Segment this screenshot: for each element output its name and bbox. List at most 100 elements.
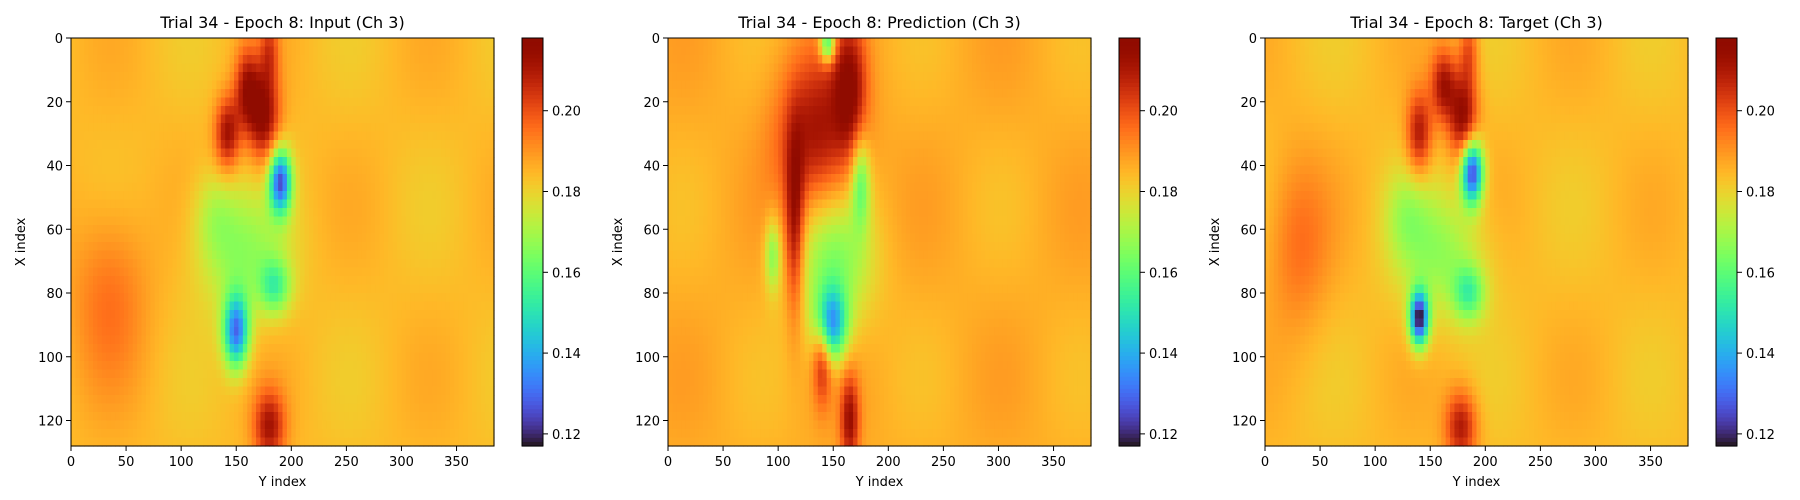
heatmap-cell [804, 46, 810, 56]
heatmap-cell [370, 267, 376, 277]
heatmap-cell [976, 38, 982, 48]
heatmap-cell [471, 46, 477, 56]
heatmap-cell [282, 344, 288, 354]
heatmap-cell [458, 259, 464, 269]
heatmap-cell [432, 429, 438, 439]
heatmap-cell [225, 97, 231, 107]
heatmap-cell [419, 352, 425, 362]
heatmap-cell [278, 55, 284, 65]
heatmap-cell [392, 182, 398, 192]
heatmap-cell [476, 123, 482, 133]
heatmap-cell [88, 361, 94, 371]
heatmap-cell [172, 208, 178, 218]
colorbar-segment [522, 99, 543, 104]
heatmap-cell [225, 310, 231, 320]
heatmap-cell [388, 216, 394, 226]
heatmap-cell [923, 46, 929, 56]
colorbar-segment [522, 119, 543, 125]
heatmap-cell [720, 38, 726, 48]
heatmap-cell [348, 140, 354, 150]
heatmap-cell [110, 46, 116, 56]
heatmap-cell [220, 335, 226, 345]
heatmap-cell [304, 63, 310, 73]
heatmap-cell [436, 276, 442, 286]
heatmap-cell [198, 284, 204, 294]
heatmap-cell [471, 318, 477, 328]
heatmap-cell [264, 216, 270, 226]
colorbar-segment [522, 54, 543, 59]
heatmap-cell [234, 437, 240, 447]
heatmap-cell [445, 97, 451, 107]
heatmap-cell [172, 259, 178, 269]
heatmap-cell [397, 318, 403, 328]
heatmap-cell [225, 38, 231, 48]
heatmap-cell [75, 378, 81, 388]
heatmap-cell [414, 55, 420, 65]
heatmap-cell [93, 429, 99, 439]
heatmap-cell [441, 63, 447, 73]
heatmap-cell [454, 182, 460, 192]
heatmap-cell [278, 344, 284, 354]
heatmap-cell [375, 386, 381, 396]
heatmap-cell [353, 420, 359, 430]
heatmap-cell [335, 38, 341, 48]
heatmap-cell [489, 199, 495, 209]
heatmap-cell [141, 259, 147, 269]
heatmap-cell [458, 267, 464, 277]
heatmap-cell [449, 327, 455, 337]
heatmap-cell [79, 284, 85, 294]
heatmap-cell [379, 352, 385, 362]
heatmap-cell [75, 208, 81, 218]
heatmap-cell [251, 191, 257, 201]
heatmap-cell [264, 276, 270, 286]
heatmap-cell [489, 72, 495, 82]
heatmap-cell [401, 301, 407, 311]
heatmap-cell [137, 369, 143, 379]
heatmap-cell [145, 106, 151, 116]
heatmap-cell [485, 276, 491, 286]
heatmap-cell [97, 378, 103, 388]
heatmap-cell [401, 318, 407, 328]
heatmap-cell [264, 89, 270, 99]
heatmap-cell [216, 63, 222, 73]
heatmap-cell [110, 114, 116, 124]
heatmap-cell [256, 412, 262, 422]
heatmap-cell [291, 301, 297, 311]
heatmap-cell [189, 157, 195, 167]
heatmap-cell [264, 369, 270, 379]
heatmap-cell [405, 403, 411, 413]
heatmap-cell [256, 327, 262, 337]
heatmap-cell [339, 437, 345, 447]
heatmap-cell [278, 174, 284, 184]
heatmap-cell [198, 327, 204, 337]
heatmap-cell [84, 174, 90, 184]
heatmap-cell [339, 267, 345, 277]
heatmap-cell [441, 293, 447, 303]
heatmap-cell [419, 403, 425, 413]
heatmap-cell [375, 199, 381, 209]
heatmap-cell [485, 301, 491, 311]
heatmap-cell [427, 55, 433, 65]
heatmap-cell [185, 335, 191, 345]
heatmap-cell [247, 208, 253, 218]
heatmap-cell [172, 89, 178, 99]
heatmap-cell [410, 233, 416, 243]
heatmap-cell [282, 165, 288, 175]
heatmap-cell [150, 386, 156, 396]
heatmap-cell [322, 327, 328, 337]
heatmap-cell [185, 352, 191, 362]
heatmap-cell [994, 46, 1000, 56]
heatmap-cell [260, 310, 266, 320]
heatmap-cell [247, 106, 253, 116]
heatmap-cell [357, 140, 363, 150]
heatmap-cell [97, 284, 103, 294]
heatmap-cell [269, 157, 275, 167]
heatmap-cell [707, 38, 713, 48]
heatmap-cell [375, 89, 381, 99]
heatmap-cell [286, 233, 292, 243]
heatmap-cell [238, 395, 244, 405]
heatmap-cell [401, 182, 407, 192]
heatmap-cell [405, 250, 411, 260]
heatmap-cell [115, 327, 121, 337]
heatmap-cell [392, 38, 398, 48]
